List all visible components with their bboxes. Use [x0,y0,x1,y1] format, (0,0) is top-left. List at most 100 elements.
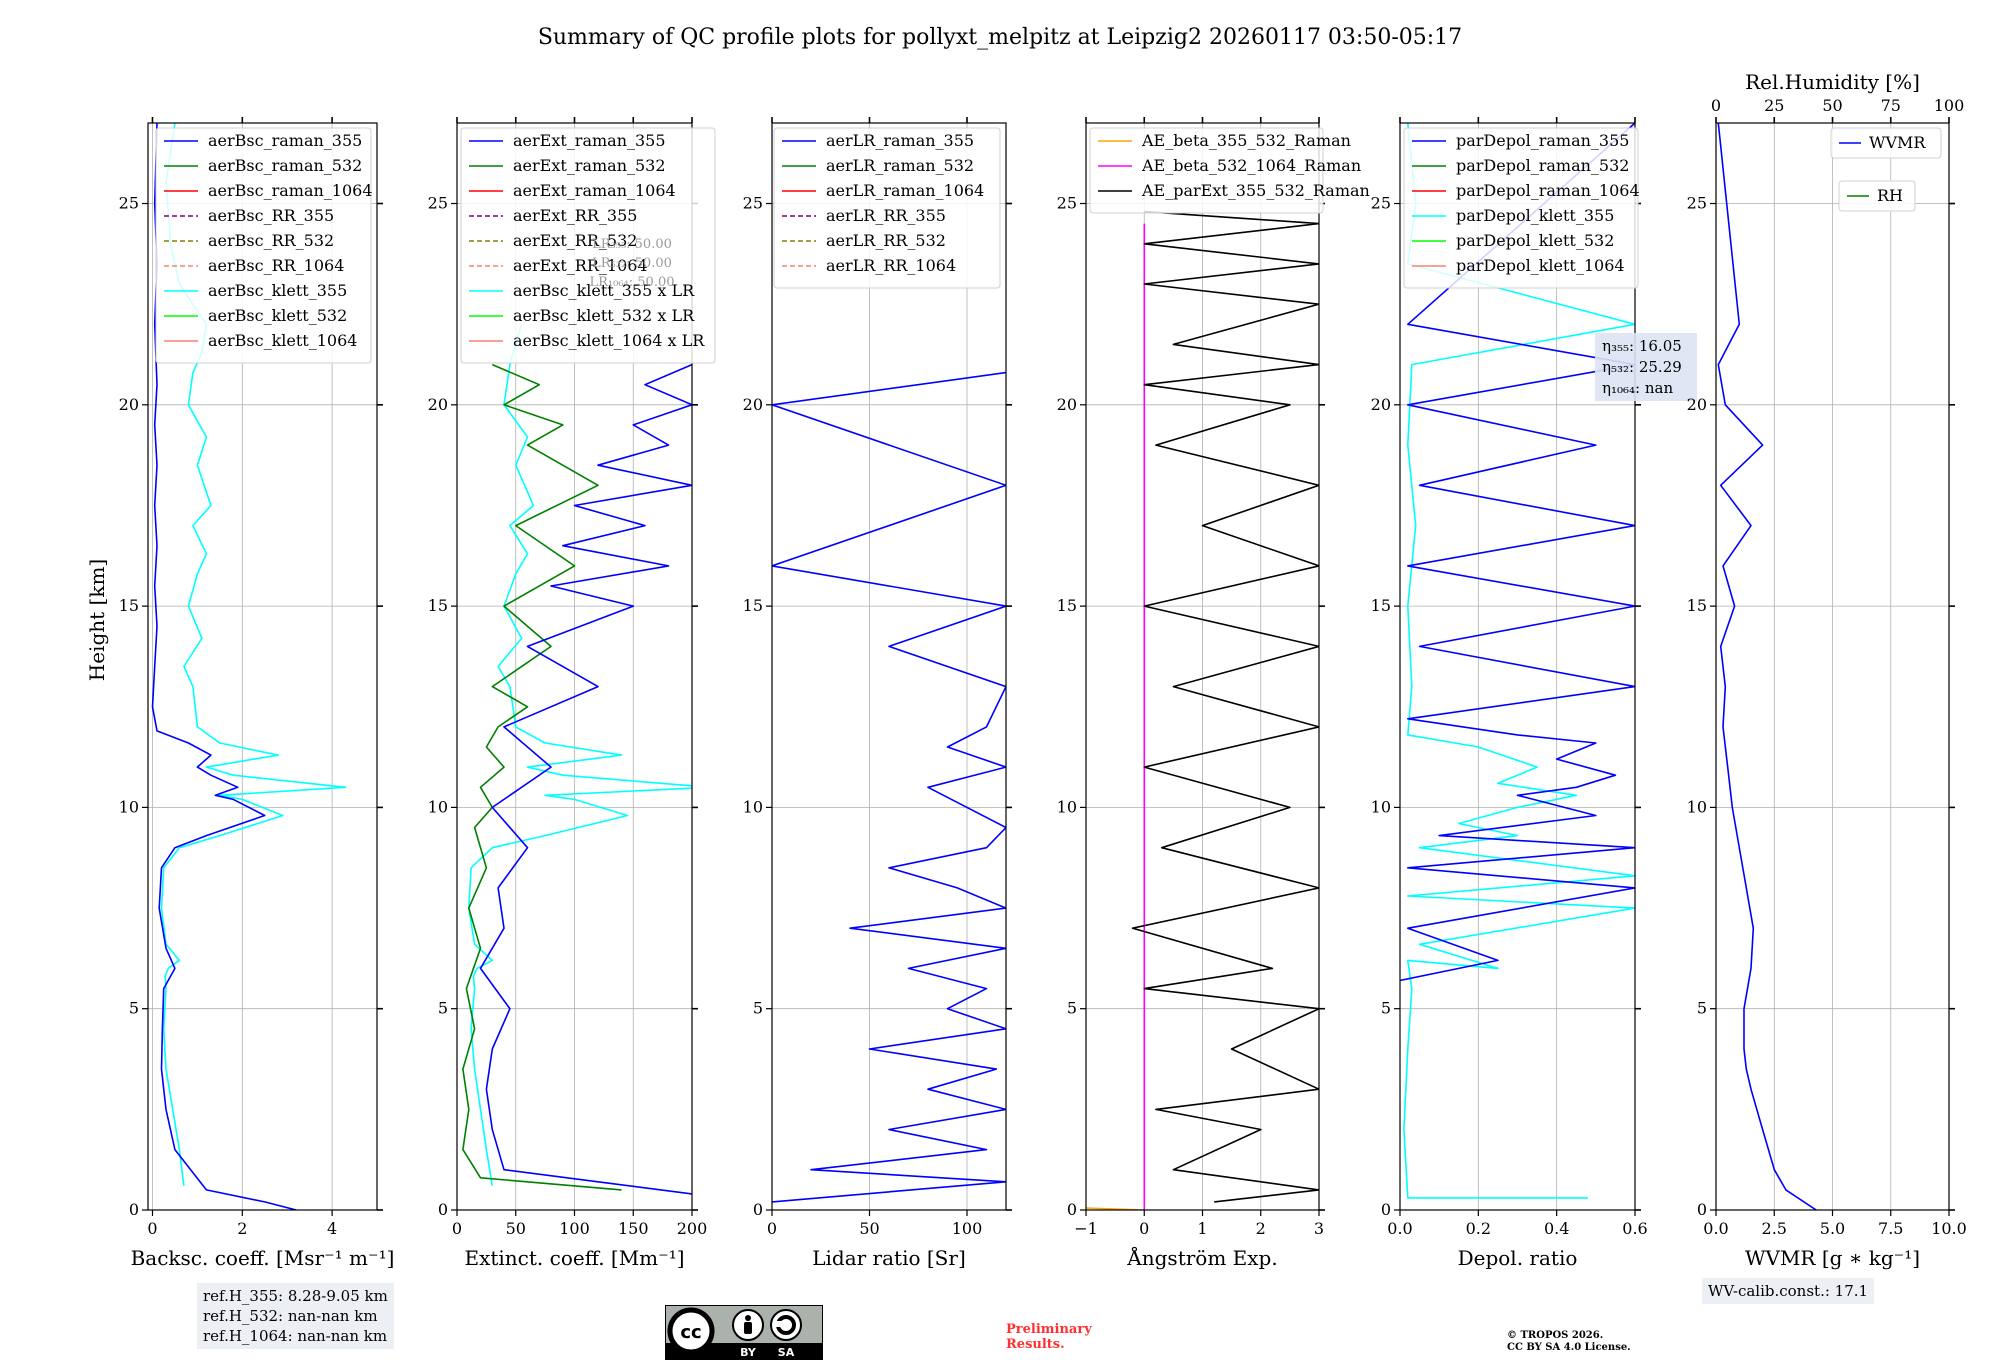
x2-tick-label: 0 [1711,96,1721,115]
x-axis-label: Depol. ratio [1458,1246,1578,1270]
legend-label: AE_beta_355_532_Raman [1141,131,1351,150]
cc-by-sa-badge: cc BY SA [665,1305,823,1360]
y-tick-label: 25 [1371,194,1391,213]
copyright-note: © TROPOS 2026. CC BY SA 4.0 License. [1507,1330,1631,1354]
legend-box [460,127,716,364]
legend-label: AE_beta_532_1064_Raman [1141,156,1361,175]
legend-label: aerLR_RR_355 [826,206,946,225]
x-tick-label: 1 [1197,1219,1207,1238]
chart-panel-5: 0 5 10 15 20 25 0.0 0.2 0.4 0.6 Depol. ratio parDep… [1371,117,1697,1270]
x2-tick-label: 25 [1764,96,1784,115]
x2-tick-label: 100 [1934,96,1965,115]
x-tick-label: 0.0 [1703,1219,1728,1238]
y-tick-label: 25 [428,194,448,213]
ref-height-532: ref.H_532: nan-nan km [203,1307,378,1325]
chart-panel-2: 0 5 10 15 20 25 0 50 100 150 200 Extinct. coeff. [M… [428,117,716,1270]
legend-label: aerExt_raman_355 [513,131,666,150]
axes-frame [147,122,378,1211]
preliminary-results-note: Preliminary Results. [1006,1322,1092,1352]
axes-frame [1399,122,1636,1211]
legend-label: aerBsc_klett_532 x LR [513,306,695,325]
x-tick-label: 2.5 [1762,1219,1787,1238]
x-tick-label: 0 [147,1219,157,1238]
x2-tick-label: 50 [1822,96,1842,115]
x-tick-label: 100 [952,1219,983,1238]
x-tick-label: 3 [1314,1219,1324,1238]
x-tick-label: 2 [1256,1219,1266,1238]
legend-label: aerLR_RR_1064 [826,256,956,275]
series-pardepol-raman-355 [1400,123,1635,982]
y-tick-label: 20 [1057,395,1077,414]
lidar-ratio-annotation: LR₅₃₂: 50.00 [592,256,672,271]
legend-label: AE_parExt_355_532_Raman [1141,181,1370,200]
legend-label: aerExt_raman_1064 [513,181,676,200]
y-tick-label: 15 [119,596,139,615]
x-tick-label: 7.5 [1878,1219,1903,1238]
y-tick-label: 10 [1687,797,1707,816]
eta-label: η₁₀₆₄: nan [1602,379,1673,397]
y-tick-label: 10 [1371,797,1391,816]
legend-box [1089,127,1324,214]
preliminary-line-2: Results. [1006,1337,1065,1352]
series-layer [462,324,692,1195]
y-tick-label: 5 [1697,999,1707,1018]
eta-box [1595,333,1697,401]
legend-box [155,127,372,364]
ref-height-355: ref.H_355: 8.28-9.05 km [203,1287,388,1305]
series-aerbsc-raman-355 [151,123,297,1210]
legend-label: aerBsc_klett_355 x LR [513,281,695,300]
wv-calib-const: WV-calib.const.: 17.1 [1708,1282,1869,1300]
svg-text:cc: cc [680,1322,701,1343]
x-tick-label: 150 [618,1219,649,1238]
legend-label: aerBsc_RR_355 [208,206,334,225]
legend-label: parDepol_klett_355 [1456,206,1614,225]
copyright-line-1: © TROPOS 2026. [1507,1330,1604,1341]
legend-label: WVMR [1869,133,1926,152]
y-tick-label: 5 [1381,999,1391,1018]
axes-frame [771,122,1007,1211]
y-tick-label: 0 [129,1200,139,1219]
chart-panel-1: 0 5 10 15 20 25 0 2 4 Backsc. coeff. [Msr⁻¹ m⁻¹] a… [119,117,395,1270]
y-tick-label: 10 [1057,797,1077,816]
x-tick-label: 0.6 [1622,1219,1647,1238]
legend-label: aerBsc_raman_355 [208,131,362,150]
series-aerext-raman-532 [462,363,622,1191]
y-tick-label: 25 [119,194,139,213]
x-tick-label: 200 [677,1219,708,1238]
x-tick-label: 100 [559,1219,590,1238]
series-ae-parext-355-532-raman [1131,210,1319,1203]
legend-label: RH [1877,186,1903,205]
y-tick-label: 20 [1371,395,1391,414]
legend-label: aerExt_RR_355 [513,206,637,225]
lidar-ratio-annotation: LR₁₀₆₄: 50.00 [590,275,675,290]
x-tick-label: 2 [237,1219,247,1238]
x-tick-label: −1 [1074,1219,1098,1238]
series-layer [772,371,1006,1203]
figure-title: Summary of QC profile plots for pollyxt_… [538,25,1462,50]
x-axis-label: Extinct. coeff. [Mm⁻¹] [464,1246,684,1270]
wv-calibration-box: WV-calib.const.: 17.1 [1702,1278,1875,1304]
legend-box [1403,127,1639,289]
y-tick-label: 20 [743,395,763,414]
series-layer [151,123,347,1210]
legend-label: parDepol_raman_1064 [1456,181,1640,200]
x-tick-label: 0 [767,1219,777,1238]
legend-box-rh [1838,180,1916,212]
series-aerext-raman-355 [479,363,692,1195]
x-axis-label: Backsc. coeff. [Msr⁻¹ m⁻¹] [131,1246,395,1270]
chart-panel-3: 0 5 10 15 20 25 0 50 100 Lidar ratio [Sr] aerLR_ra… [743,117,1012,1270]
series-wvmr [1717,123,1817,1210]
y-tick-label: 20 [428,395,448,414]
x-tick-label: 5.0 [1820,1219,1845,1238]
y-tick-label: 20 [119,395,139,414]
legend-box-wvmr [1830,127,1942,159]
by-label: BY [740,1346,757,1359]
y-tick-label: 20 [1687,395,1707,414]
x-tick-label: 50 [506,1219,526,1238]
x-tick-label: 0 [1139,1219,1149,1238]
y-tick-label: 15 [1057,596,1077,615]
x-tick-label: 50 [859,1219,879,1238]
x2-axis-label: Rel.Humidity [%] [1745,70,1920,94]
legend-label: aerBsc_raman_1064 [208,181,373,200]
